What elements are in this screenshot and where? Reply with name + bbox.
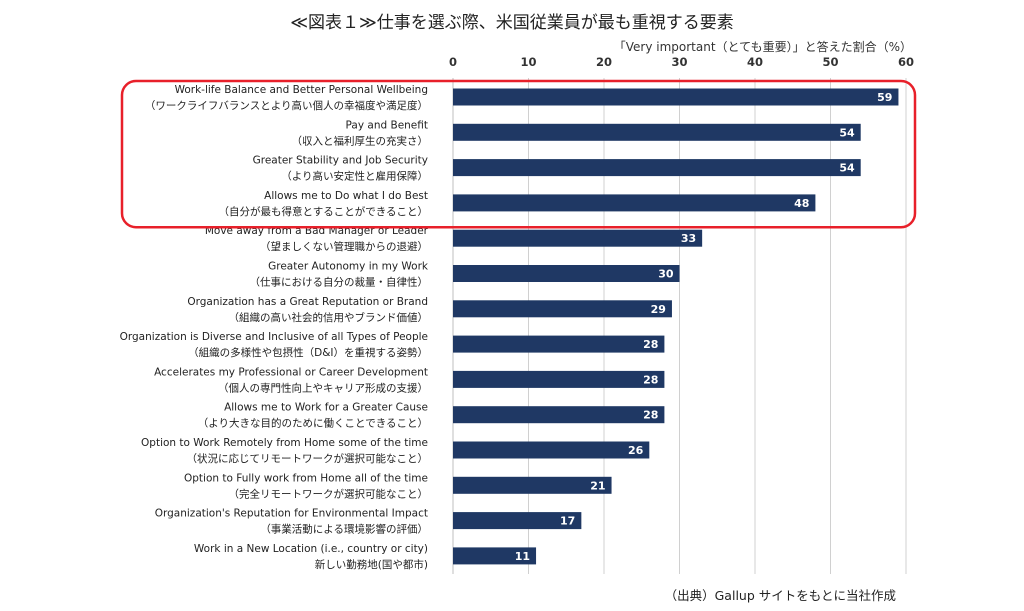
category-label-ja: 新しい勤務地(国や都市) — [315, 558, 428, 571]
bar-value-label: 28 — [643, 338, 658, 351]
bar-value-label: 54 — [839, 126, 855, 139]
x-tick-label: 60 — [898, 55, 914, 69]
x-tick-label: 0 — [449, 55, 457, 69]
gridlines — [452, 78, 907, 574]
highlight-box — [120, 79, 917, 229]
category-label-ja: （収入と福利厚生の充実さ） — [292, 134, 429, 147]
bar-value-label: 21 — [590, 479, 605, 492]
category-label-ja: （ワークライフバランスとより高い個人の幸福度や満足度） — [145, 99, 428, 112]
category-label-en: Allows me to Work for a Greater Cause — [224, 402, 428, 414]
x-tick-label: 30 — [671, 55, 687, 69]
bar-value-label: 59 — [877, 91, 892, 104]
category-label-en: Work-life Balance and Better Personal We… — [175, 84, 428, 96]
x-axis-ticks: 0 10 20 30 40 50 60 — [449, 55, 914, 69]
bar — [453, 159, 861, 177]
bar — [453, 370, 665, 388]
bar-value-label: 30 — [658, 268, 674, 281]
category-label-en: Work in a New Location (i.e., country or… — [194, 543, 428, 555]
bar — [453, 547, 537, 565]
x-tick-label: 10 — [520, 55, 536, 69]
axis-unit-label: 「Very important（とても重要）」と答えた割合（%） — [613, 40, 912, 54]
chart-title: ≪図表１≫仕事を選ぶ際、米国従業員が最も重視する要素 — [290, 13, 734, 33]
bar-value-label: 28 — [643, 409, 658, 422]
bar-value-label: 48 — [794, 197, 809, 210]
category-label-ja: （より高い安定性と雇用保障） — [281, 170, 428, 183]
bars: 59 54 54 48 33 30 29 28 28 28 26 21 17 11 — [453, 88, 899, 565]
bar-value-label: 29 — [651, 303, 666, 316]
category-label-ja: （個人の専門性向上やキャリア形成の支援） — [218, 381, 428, 394]
source-note: （出典）Gallup サイトをもとに当社作成 — [664, 588, 896, 603]
category-label-ja: （組織の多様性や包摂性（D&I）を重視する姿勢） — [188, 346, 428, 359]
bar-value-label: 33 — [681, 232, 696, 245]
category-labels: Work-life Balance and Better Personal We… — [120, 84, 429, 571]
category-label-en: Option to Work Remotely from Home some o… — [141, 437, 428, 449]
category-label-en: Pay and Benefit — [346, 119, 428, 131]
category-label-en: Accelerates my Professional or Career De… — [154, 366, 428, 378]
bar — [453, 406, 665, 424]
bar-value-label: 17 — [560, 515, 575, 528]
bar — [453, 335, 665, 353]
bar — [453, 476, 612, 494]
category-label-en: Organization's Reputation for Environmen… — [155, 508, 428, 520]
category-label-en: Option to Fully work from Home all of th… — [184, 472, 428, 484]
bar — [453, 229, 703, 247]
bar — [453, 441, 650, 459]
category-label-en: Organization has a Great Reputation or B… — [187, 296, 428, 308]
bar — [453, 88, 899, 106]
bar-value-label: 54 — [839, 162, 855, 175]
category-label-ja: （事業活動による環境影響の評価） — [260, 523, 428, 536]
category-label-en: Greater Autonomy in my Work — [268, 261, 429, 273]
x-tick-label: 20 — [596, 55, 612, 69]
category-label-en: Greater Stability and Job Security — [253, 155, 428, 167]
x-tick-label: 50 — [822, 55, 838, 69]
category-label-en: Allows me to Do what I do Best — [264, 190, 428, 202]
bar — [453, 300, 672, 318]
x-tick-label: 40 — [747, 55, 763, 69]
category-label-en: Organization is Diverse and Inclusive of… — [120, 331, 428, 343]
category-label-ja: （自分が最も得意とすることができること） — [219, 205, 428, 218]
bar-value-label: 28 — [643, 373, 658, 386]
category-label-ja: （組織の高い社会的信用やブランド価値） — [229, 311, 429, 324]
bar-value-label: 26 — [628, 444, 644, 457]
bar — [453, 265, 680, 282]
category-label-ja: （仕事における自分の裁量・自律性） — [250, 276, 429, 289]
category-label-ja: （完全リモートワークが選択可能なこと） — [229, 487, 429, 500]
category-label-ja: （望ましくない管理職からの退避） — [260, 240, 428, 253]
category-label-ja: （状況に応じてリモートワークが選択可能なこと） — [187, 452, 429, 465]
bar — [453, 123, 861, 141]
bar — [453, 512, 582, 530]
category-label-ja: （より大きな目的のために働くことできること） — [198, 417, 428, 430]
bar-value-label: 11 — [515, 550, 530, 563]
bar — [453, 194, 816, 212]
